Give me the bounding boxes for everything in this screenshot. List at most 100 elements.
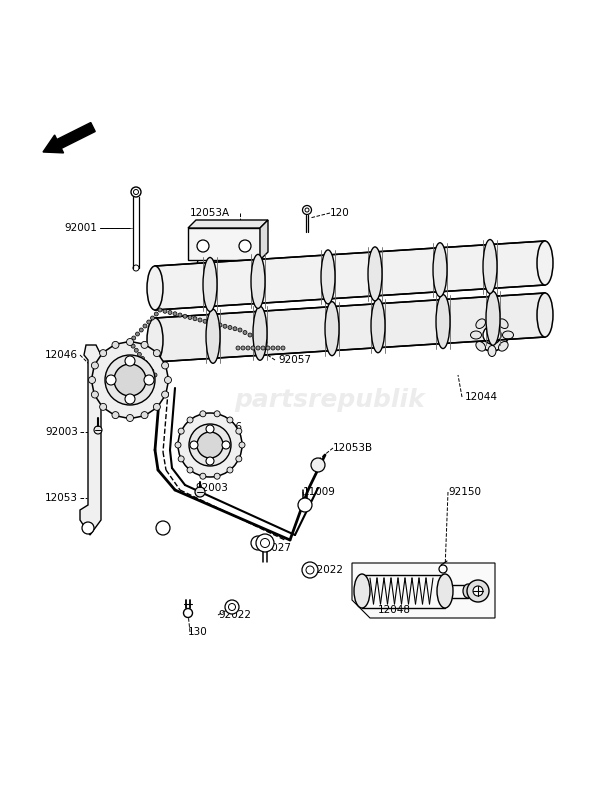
Ellipse shape [499, 341, 508, 351]
Circle shape [189, 424, 231, 466]
Circle shape [227, 467, 233, 473]
Ellipse shape [499, 319, 508, 328]
Circle shape [236, 456, 242, 462]
Circle shape [112, 411, 119, 418]
Circle shape [223, 324, 227, 328]
Circle shape [246, 346, 250, 350]
Circle shape [251, 536, 265, 550]
Polygon shape [188, 220, 268, 228]
Polygon shape [352, 563, 495, 618]
Polygon shape [188, 228, 260, 260]
Circle shape [227, 417, 233, 423]
Circle shape [175, 442, 181, 448]
Circle shape [266, 346, 270, 350]
Circle shape [206, 457, 214, 465]
Text: 12048: 12048 [378, 605, 411, 615]
Circle shape [92, 342, 168, 418]
Ellipse shape [147, 318, 163, 362]
Circle shape [236, 346, 240, 350]
Circle shape [132, 336, 136, 340]
Circle shape [233, 327, 237, 330]
Circle shape [94, 426, 102, 434]
Circle shape [218, 323, 222, 327]
Circle shape [134, 349, 138, 352]
Text: 130: 130 [188, 627, 208, 637]
Text: 92003: 92003 [45, 427, 78, 437]
Circle shape [161, 391, 169, 398]
Circle shape [100, 403, 107, 411]
Circle shape [243, 330, 247, 334]
Circle shape [147, 365, 151, 369]
Circle shape [214, 473, 220, 479]
Circle shape [154, 349, 160, 356]
Ellipse shape [437, 574, 453, 608]
Circle shape [178, 413, 242, 477]
Circle shape [239, 442, 245, 448]
Circle shape [256, 534, 274, 552]
Circle shape [150, 369, 154, 373]
FancyArrow shape [43, 122, 95, 153]
Circle shape [168, 311, 172, 315]
Ellipse shape [463, 584, 473, 598]
Text: partsrepublik: partsrepublik [235, 388, 425, 412]
Circle shape [200, 473, 206, 479]
Circle shape [125, 356, 135, 366]
Ellipse shape [486, 291, 500, 345]
Circle shape [131, 344, 135, 348]
Circle shape [82, 522, 94, 534]
Polygon shape [155, 293, 545, 362]
Circle shape [143, 324, 147, 328]
Ellipse shape [203, 257, 217, 312]
Circle shape [178, 313, 182, 317]
Circle shape [253, 335, 257, 339]
Circle shape [206, 425, 214, 433]
Circle shape [178, 428, 184, 434]
Text: 12053: 12053 [45, 493, 78, 503]
Circle shape [106, 375, 116, 385]
Text: 12044A: 12044A [328, 263, 368, 273]
Ellipse shape [433, 243, 447, 297]
Circle shape [239, 240, 251, 252]
Circle shape [281, 346, 285, 350]
Circle shape [229, 604, 235, 611]
Circle shape [164, 377, 172, 384]
Circle shape [197, 432, 223, 458]
Circle shape [161, 362, 169, 369]
Circle shape [198, 318, 202, 322]
Circle shape [183, 314, 187, 318]
Circle shape [137, 352, 142, 356]
Circle shape [173, 312, 177, 316]
Circle shape [241, 346, 245, 350]
Circle shape [144, 375, 154, 385]
Circle shape [258, 338, 262, 342]
Circle shape [222, 441, 230, 449]
Ellipse shape [436, 294, 450, 349]
Ellipse shape [537, 293, 553, 337]
Circle shape [163, 309, 167, 313]
Circle shape [151, 316, 155, 320]
Text: 120: 120 [330, 208, 350, 218]
Ellipse shape [206, 309, 220, 363]
Circle shape [263, 341, 267, 345]
Circle shape [193, 317, 197, 321]
Circle shape [158, 308, 162, 312]
Circle shape [128, 340, 132, 344]
Circle shape [228, 326, 232, 330]
Circle shape [311, 458, 325, 472]
Circle shape [154, 403, 160, 411]
Circle shape [136, 332, 139, 336]
Circle shape [100, 349, 107, 356]
Ellipse shape [503, 331, 514, 339]
Circle shape [243, 270, 253, 280]
Circle shape [208, 320, 212, 324]
Circle shape [141, 411, 148, 418]
Circle shape [105, 355, 155, 405]
Circle shape [133, 189, 139, 195]
Polygon shape [260, 220, 268, 260]
Circle shape [140, 356, 145, 360]
Text: 12053B: 12053B [333, 443, 373, 453]
Circle shape [197, 240, 209, 252]
Ellipse shape [488, 313, 496, 324]
Circle shape [236, 428, 242, 434]
Ellipse shape [488, 345, 496, 356]
